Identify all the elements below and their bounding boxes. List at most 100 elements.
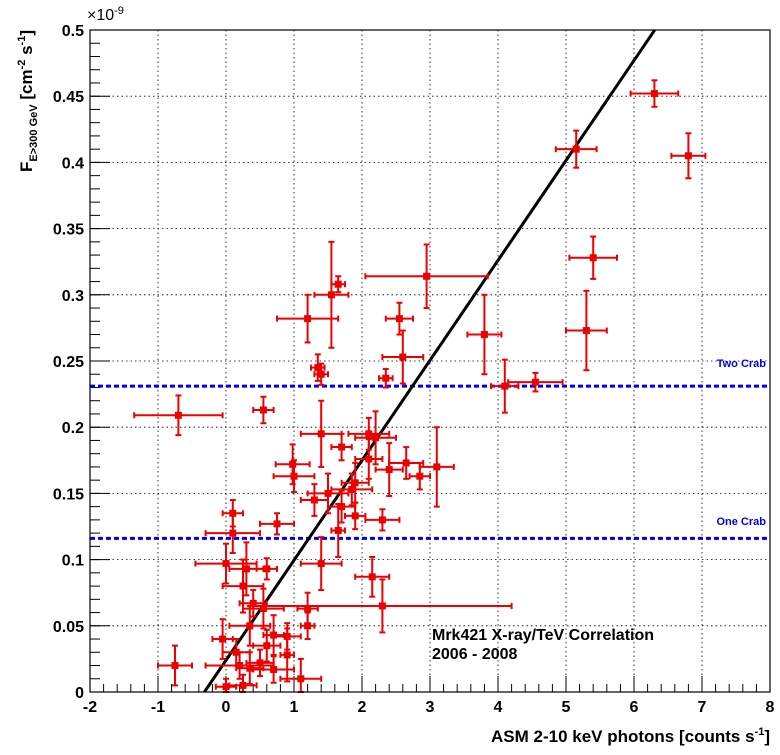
point-marker: [229, 529, 237, 537]
data-point: [279, 627, 295, 683]
point-marker: [317, 430, 325, 438]
data-point: [204, 651, 275, 680]
point-marker: [256, 659, 264, 667]
point-marker: [572, 145, 580, 153]
x-tick-label: 6: [630, 699, 639, 716]
data-point: [276, 293, 340, 344]
point-marker: [232, 648, 240, 656]
annotation-title: Mrk421 X-ray/TeV Correlation: [432, 627, 654, 644]
data-point: [408, 461, 431, 491]
point-marker: [270, 665, 278, 673]
point-marker: [304, 605, 312, 613]
data-point: [255, 557, 278, 581]
x-tick-labels: -2 -1 0 1 2 3 4 5 6 7 8: [83, 699, 775, 716]
point-marker: [684, 152, 692, 160]
point-marker: [246, 622, 254, 630]
data-point: [565, 289, 608, 372]
data-point: [330, 472, 374, 507]
x-tick-label: 0: [222, 699, 231, 716]
point-marker: [378, 516, 386, 524]
point-marker: [501, 382, 509, 390]
point-marker: [327, 291, 335, 299]
y-tick-label: 0.2: [62, 420, 84, 437]
y-tick-label: 0.25: [53, 354, 84, 371]
point-marker: [480, 331, 488, 339]
two-crab-label: Two Crab: [717, 358, 767, 370]
fit-line-group: [203, 29, 656, 693]
x-tick-label: -2: [83, 699, 97, 716]
point-marker: [289, 460, 297, 468]
data-point: [313, 240, 350, 349]
point-marker: [270, 631, 278, 639]
data-point: [364, 243, 489, 310]
point-marker: [283, 651, 291, 659]
point-marker: [351, 479, 359, 487]
point-marker: [259, 605, 267, 613]
point-marker: [402, 459, 410, 467]
point-marker: [174, 411, 182, 419]
grid: [90, 30, 770, 692]
x-tick-label: 8: [766, 699, 775, 716]
data-points: [133, 79, 707, 693]
point-marker: [314, 364, 322, 372]
point-marker: [399, 353, 407, 361]
point-marker: [310, 496, 318, 504]
point-marker: [324, 489, 332, 497]
point-marker: [222, 560, 230, 568]
data-point: [507, 371, 564, 393]
x-tick-label: 3: [426, 699, 435, 716]
data-point: [299, 483, 329, 517]
point-marker: [423, 272, 431, 280]
point-marker: [589, 254, 597, 262]
data-point: [354, 438, 384, 480]
point-marker: [582, 327, 590, 335]
y-tick-label: 0.1: [62, 553, 84, 570]
point-marker: [290, 472, 298, 480]
data-point: [330, 502, 346, 558]
data-point: [204, 512, 261, 554]
data-point: [374, 442, 404, 498]
point-marker: [297, 675, 305, 683]
y-tick-label: 0.35: [53, 222, 84, 239]
data-point: [330, 275, 346, 294]
point-marker: [263, 642, 271, 650]
data-point: [490, 358, 520, 414]
y-tick-label: 0.5: [62, 23, 84, 40]
data-point: [157, 644, 193, 687]
data-point: [418, 426, 455, 508]
point-marker: [304, 315, 312, 323]
data-point: [354, 555, 391, 598]
x-axis-label: ASM 2-10 keV photons [counts s-1]: [491, 726, 770, 746]
point-marker: [382, 374, 390, 382]
point-marker: [236, 662, 244, 670]
point-marker: [433, 463, 441, 471]
point-marker: [219, 635, 227, 643]
point-marker: [263, 565, 271, 573]
point-marker: [171, 662, 179, 670]
reference-lines: [90, 384, 770, 540]
point-marker: [365, 455, 373, 463]
data-point: [259, 512, 295, 536]
data-point: [340, 461, 370, 504]
data-point: [466, 293, 503, 376]
y-tick-label: 0.45: [53, 89, 84, 106]
y-tick-label: 0.05: [53, 619, 84, 636]
data-point: [330, 432, 353, 462]
point-marker: [378, 602, 386, 610]
plot-frame: [89, 29, 771, 693]
y-axis-label: FE>300 GeV [cm-2 s-1]: [16, 30, 40, 172]
annotation-years: 2006 - 2008: [432, 646, 518, 663]
x-tick-label: 4: [494, 699, 503, 716]
data-point: [554, 129, 598, 169]
data-point: [381, 329, 425, 385]
data-point: [299, 536, 343, 592]
point-marker: [338, 503, 346, 511]
point-marker: [222, 683, 230, 691]
data-point: [252, 628, 282, 663]
data-point: [354, 410, 397, 466]
point-marker: [317, 370, 325, 378]
point-marker: [348, 485, 356, 493]
point-marker: [273, 520, 281, 528]
